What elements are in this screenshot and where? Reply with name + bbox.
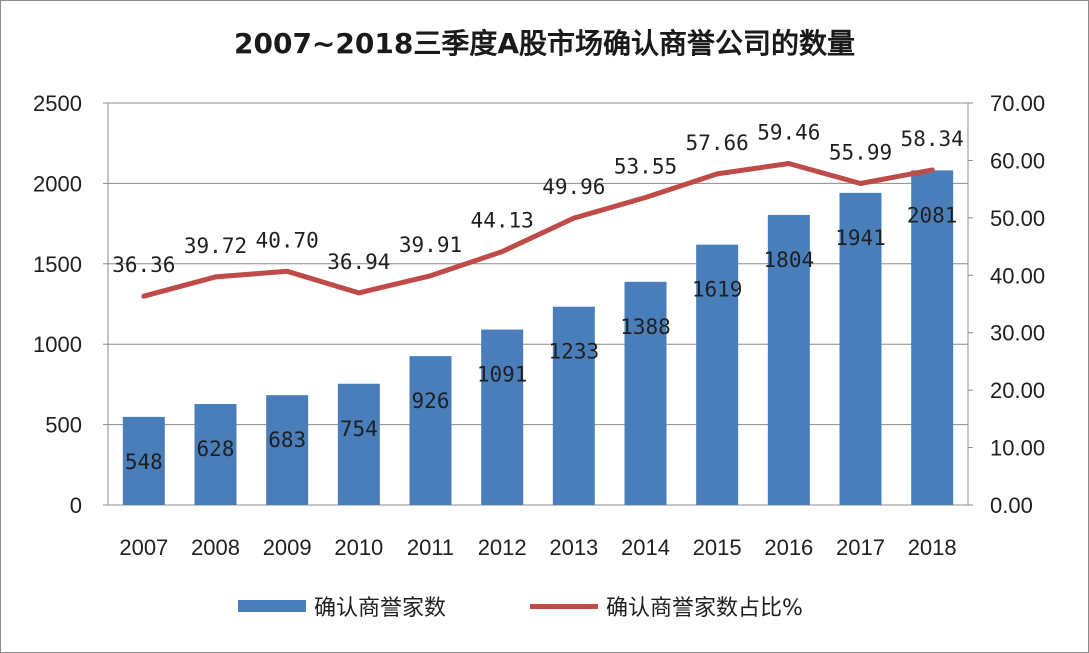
x-tick-label: 2013 [549,535,598,560]
legend-item-line: 确认商誉家数占比% [530,590,803,622]
line-data-label: 39.91 [399,233,462,257]
bar-data-label: 2081 [907,203,958,227]
bar-data-label: 683 [268,428,306,452]
bar [696,244,739,505]
line-data-label: 36.94 [327,250,390,274]
line-data-label: 59.46 [757,121,820,145]
bar-data-label: 1388 [620,315,671,339]
bar [911,170,954,506]
legend-item-bars: 确认商誉家数 [238,590,446,622]
y-left-tick-label: 0 [70,493,82,518]
y-right-tick-label: 30.00 [990,321,1045,346]
bar [409,356,452,505]
bar-data-label: 754 [340,417,378,441]
line-data-label: 40.70 [256,228,319,252]
legend-swatch-bars [238,600,306,612]
line-data-label: 53.55 [614,154,677,178]
bar [194,404,237,505]
line-series [141,161,935,299]
x-tick-label: 2011 [407,535,454,560]
line-data-label: 57.66 [686,131,749,155]
bar-data-label: 1091 [477,363,528,387]
y-left-tick-label: 500 [45,413,82,438]
x-tick-label: 2012 [478,535,527,560]
chart-title: 2007~2018三季度A股市场确认商誉公司的数量 [234,27,855,60]
x-tick-label: 2016 [764,535,813,560]
bar [266,395,309,505]
x-tick-label: 2017 [836,535,885,560]
line-data-label: 44.13 [471,209,534,233]
bar [552,306,595,505]
bar-data-label: 926 [412,389,450,413]
bar [337,383,380,505]
bar [839,192,882,505]
bar-data-label: 628 [197,437,235,461]
y-right-tick-label: 20.00 [990,378,1045,403]
line-data-label: 36.36 [112,253,175,277]
y-right-tick-label: 40.00 [990,263,1045,288]
line-data-label: 58.34 [901,127,964,151]
y-right-tick-label: 70.00 [990,91,1045,116]
y-right-tick-label: 60.00 [990,148,1045,173]
legend-label-line: 确认商誉家数占比% [606,596,803,621]
bar [481,329,524,505]
legend-label-bars: 确认商誉家数 [314,596,447,621]
y-right-tick-label: 50.00 [990,206,1045,231]
y-left-tick-label: 2500 [33,91,82,116]
bar-data-label: 1804 [764,248,815,272]
bar-data-label: 1233 [549,340,600,364]
line-data-label: 49.96 [542,175,605,199]
bar-data-label: 1619 [692,278,743,302]
bar [624,281,667,505]
x-tick-label: 2010 [334,535,383,560]
y-left-tick-label: 1000 [33,332,82,357]
x-tick-label: 2014 [621,535,670,560]
x-tick-label: 2018 [908,535,957,560]
bar [767,214,810,505]
bar-data-label: 548 [125,450,163,474]
bar [122,416,165,505]
y-right-tick-label: 10.00 [990,436,1045,461]
y-right-tick-label: 0.00 [990,493,1033,518]
line-data-label: 55.99 [829,140,892,164]
y-left-tick-label: 1500 [33,252,82,277]
x-tick-label: 2007 [119,535,168,560]
legend-swatch-line [530,603,598,609]
x-tick-label: 2015 [693,535,742,560]
y-left-tick-label: 2000 [33,171,82,196]
x-tick-label: 2008 [191,535,240,560]
bar-data-label: 1941 [835,226,886,250]
line-data-label: 39.72 [184,234,247,258]
chart-legend: 确认商誉家数 确认商誉家数占比% [0,590,1089,630]
x-tick-label: 2009 [263,535,312,560]
